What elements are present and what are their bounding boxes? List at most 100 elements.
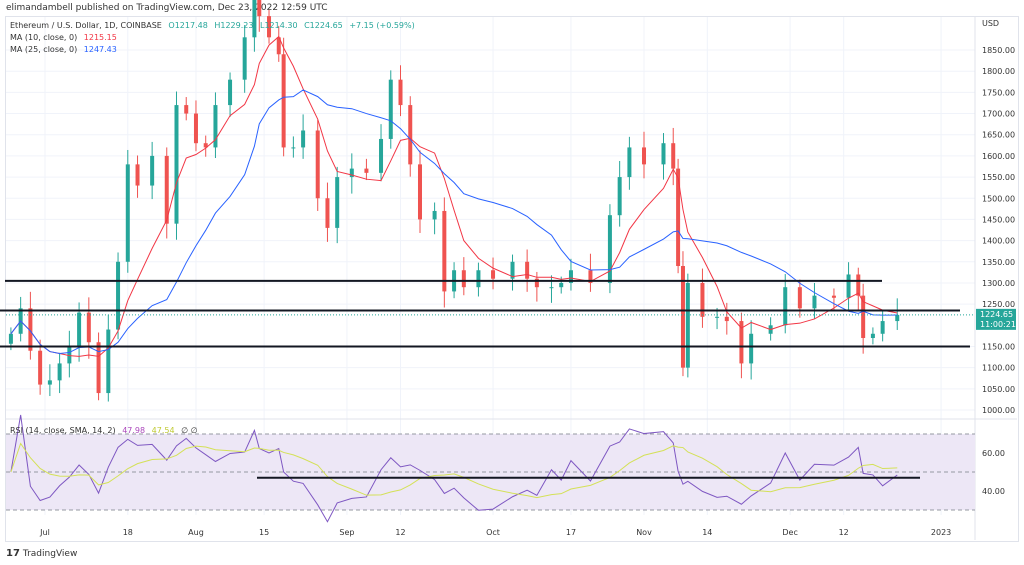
price-tick-label: 1700.00 (982, 110, 1015, 119)
candle-body (184, 105, 189, 114)
close-value: C1224.65 (304, 21, 343, 30)
candle-body (559, 282, 564, 288)
ma25-legend[interactable]: MA (25, close, 0) 1247.43 (10, 45, 121, 54)
time-tick-label: 12 (395, 528, 405, 537)
ma10-value: 1215.15 (83, 33, 117, 42)
candle-body (846, 274, 851, 298)
symbol-legend: Ethereum / U.S. Dollar, 1D, COINBASE O12… (10, 21, 419, 30)
candle-body (203, 143, 208, 148)
candle-body (47, 380, 52, 385)
candle-body (28, 308, 33, 351)
candle-body (116, 261, 121, 330)
candle-body (661, 143, 666, 165)
time-tick-label: 18 (123, 528, 133, 537)
candle-body (831, 295, 836, 298)
price-tick-label: 1750.00 (982, 88, 1015, 97)
candle-body (568, 270, 573, 283)
price-tick-label: 1100.00 (982, 364, 1015, 373)
time-tick-label: 14 (702, 528, 712, 537)
price-tick-label: 1450.00 (982, 215, 1015, 224)
candle-body (67, 346, 72, 364)
candle-body (870, 333, 875, 339)
time-tick-label: Sep (339, 528, 354, 537)
candle-body (315, 130, 320, 199)
open-value: O1217.48 (168, 21, 208, 30)
currency-label: USD (982, 19, 999, 28)
last-price-badge (976, 308, 1016, 330)
candle-body (228, 79, 233, 106)
candle-body (700, 282, 705, 317)
ma25-label: MA (25, close, 0) (10, 45, 78, 54)
candle-body (797, 287, 802, 309)
price-tick-label: 1550.00 (982, 173, 1015, 182)
candle-body (291, 147, 296, 149)
candle-body (96, 342, 101, 394)
candle-body (408, 105, 413, 165)
candle-body (724, 316, 729, 322)
time-tick-label: 2023 (931, 528, 951, 537)
candle-body (86, 312, 91, 343)
price-tick-label: 1350.00 (982, 258, 1015, 267)
rsi-extra: ∅ ∅ (181, 426, 198, 435)
time-tick-label: Aug (188, 528, 204, 537)
ma10-line (10, 35, 898, 357)
price-tick-label: 1300.00 (982, 279, 1015, 288)
price-tick-label: 1500.00 (982, 194, 1015, 203)
candle-body (388, 79, 393, 139)
candle-body (491, 270, 496, 279)
rsi-value: 47.98 (122, 426, 146, 435)
candle-body (398, 79, 403, 106)
candle-body (525, 261, 530, 279)
candle-body (135, 164, 140, 186)
ma25-value: 1247.43 (83, 45, 117, 54)
candle-body (38, 350, 43, 385)
ma10-legend[interactable]: MA (10, close, 0) 1215.15 (10, 33, 121, 42)
publisher-line: elimandambell published on TradingView.c… (6, 3, 328, 13)
price-tick-label: 1250.00 (982, 300, 1015, 309)
rsi-tick-label: 40.00 (982, 487, 1005, 496)
candle-body (417, 164, 422, 220)
candle-body (461, 270, 466, 288)
candle-body (213, 105, 218, 148)
candle-body (281, 54, 286, 148)
candle-body (671, 143, 676, 169)
time-tick-label: Dec (782, 528, 797, 537)
candle-body (627, 147, 632, 178)
price-tick-label: 1000.00 (982, 406, 1015, 415)
candle-body (301, 130, 306, 148)
candle-body (534, 278, 539, 288)
rsi-legend[interactable]: RSI (14, close, SMA, 14, 2) 47.98 47.54 … (10, 426, 202, 435)
tv-logo-icon: 17 (6, 548, 20, 559)
candle-body (783, 287, 788, 326)
candle-body (715, 316, 720, 318)
candle-body (252, 0, 257, 38)
candle-body (432, 210, 437, 220)
candle-body (242, 37, 247, 80)
high-value: H1229.23 (214, 21, 254, 30)
price-tick-label: 1600.00 (982, 152, 1015, 161)
rsi-tick-label: 60.00 (982, 449, 1005, 458)
candle-body (364, 168, 369, 173)
candle-body (749, 333, 754, 364)
price-tick-label: 1800.00 (982, 67, 1015, 76)
candle-body (8, 333, 13, 344)
candle-body (676, 168, 681, 267)
candle-body (442, 210, 447, 292)
ma10-label: MA (10, close, 0) (10, 33, 78, 42)
tradingview-logo[interactable]: 17 TradingView (6, 548, 77, 559)
time-tick-label: Jul (39, 528, 50, 537)
time-tick-label: 12 (839, 528, 849, 537)
candle-body (106, 329, 111, 394)
candle-body (125, 164, 130, 262)
rsi-label: RSI (14, close, SMA, 14, 2) (10, 426, 116, 435)
candle-body (267, 16, 272, 38)
price-tick-label: 1050.00 (982, 385, 1015, 394)
candle-body (150, 155, 155, 186)
time-tick-label: 17 (566, 528, 576, 537)
candle-body (812, 295, 817, 309)
price-tick-label: 1400.00 (982, 237, 1015, 246)
time-tick-label: 15 (259, 528, 269, 537)
candle-body (335, 177, 340, 228)
candle-body (379, 138, 384, 173)
